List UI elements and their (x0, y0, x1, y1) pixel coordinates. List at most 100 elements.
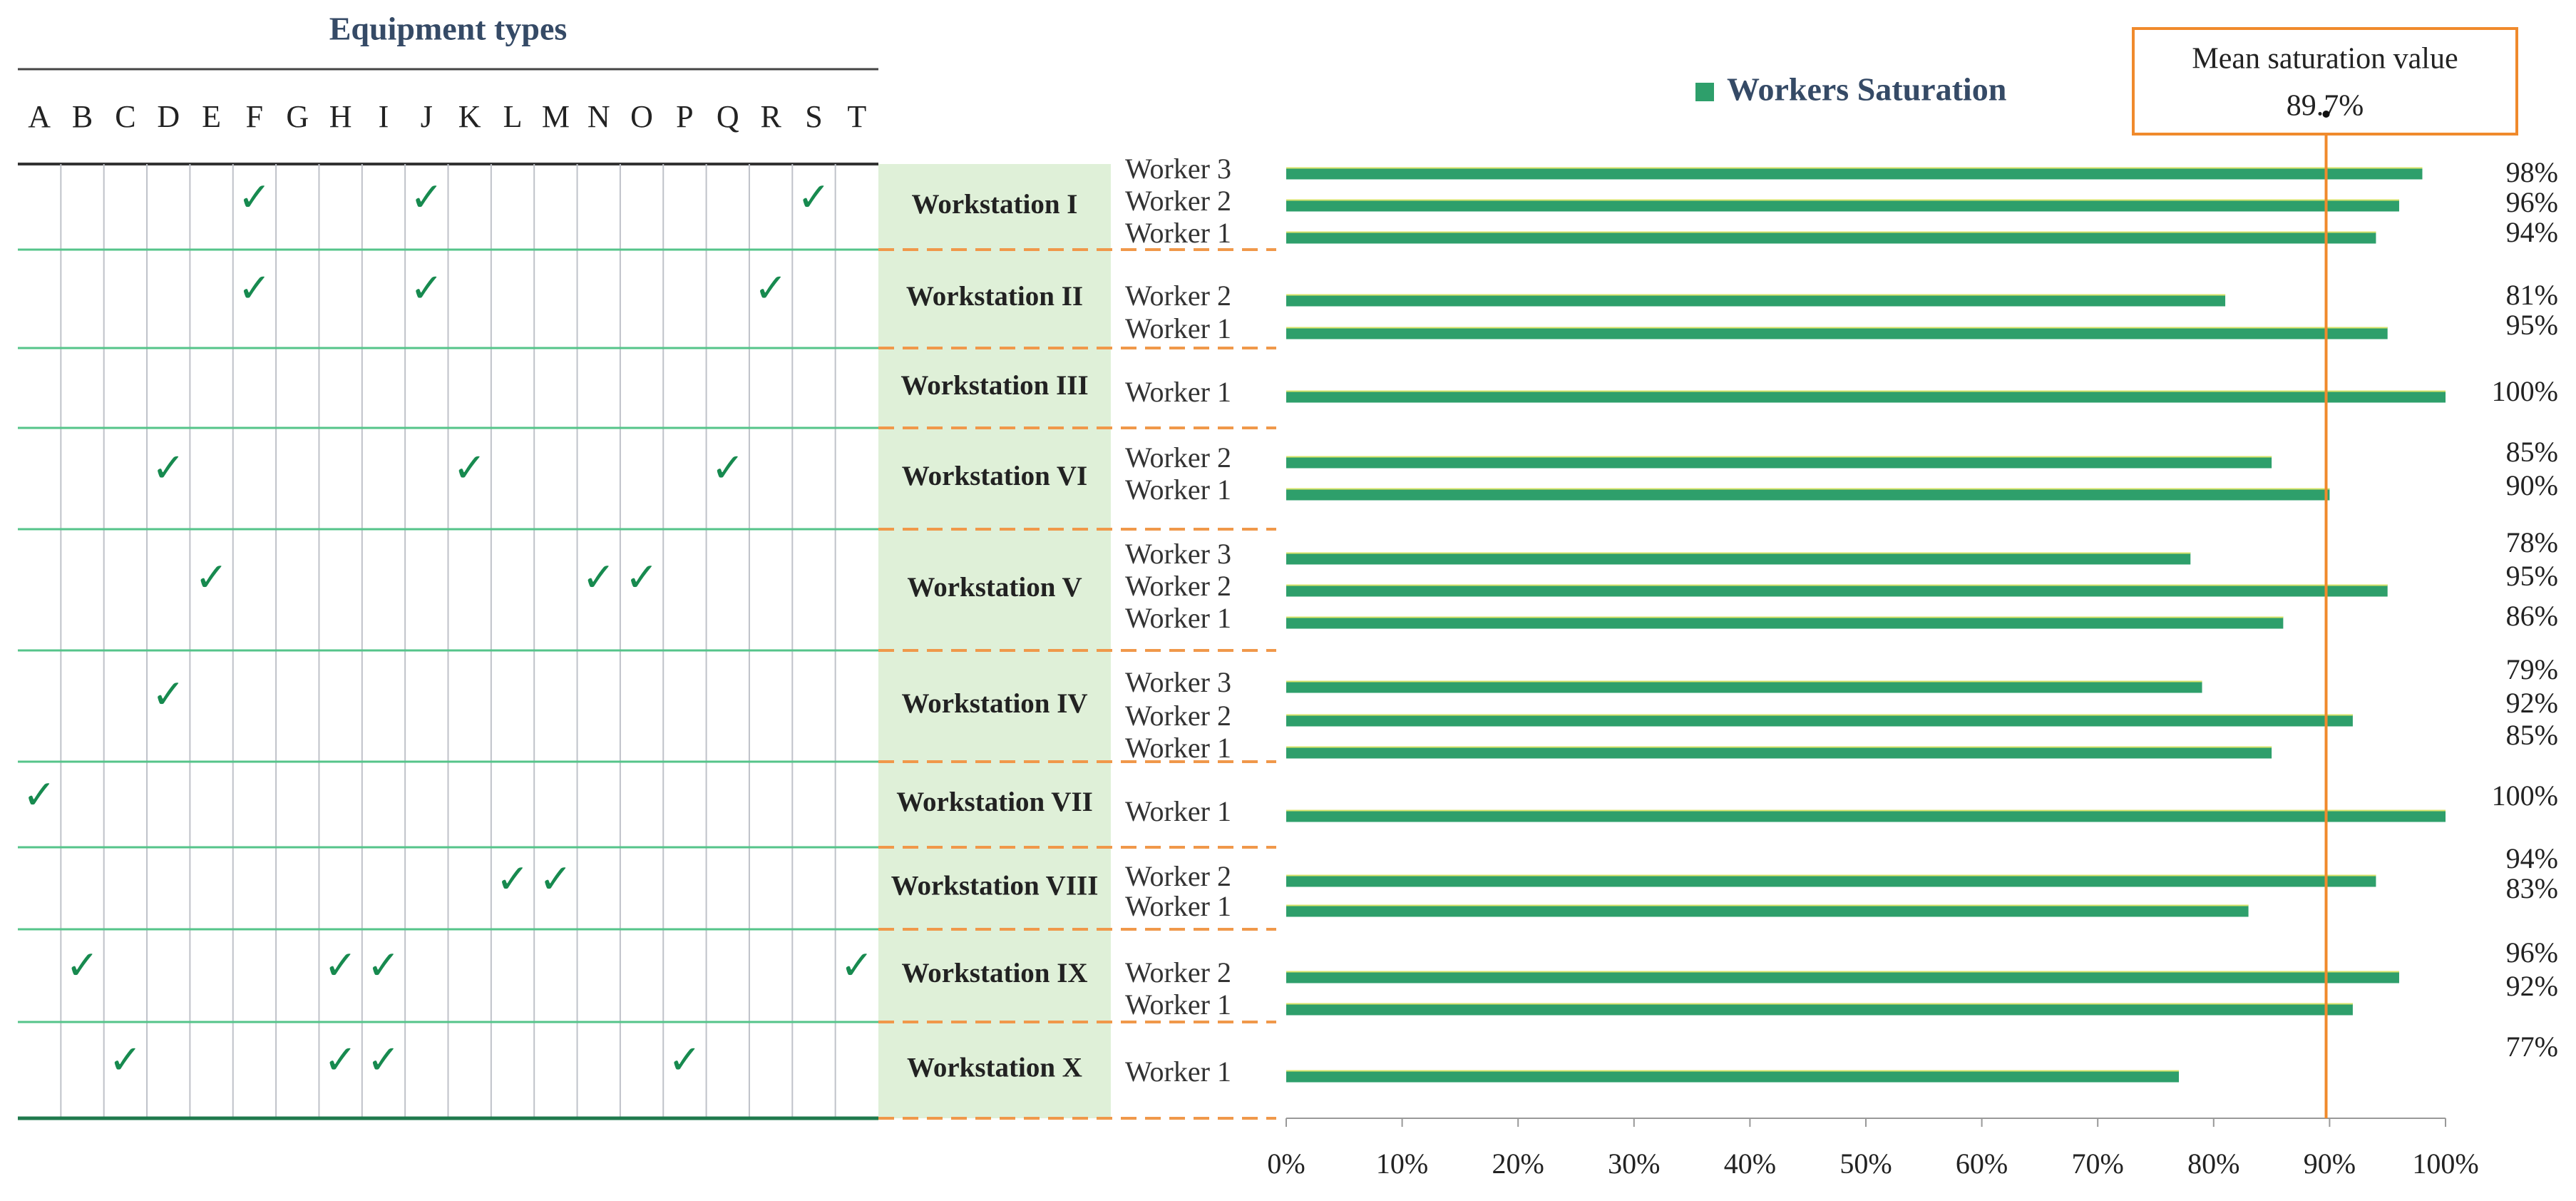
worker-label: Worker 2 (1125, 570, 1231, 602)
workstation-column-bg (878, 164, 1111, 1118)
bar-value-label: 95% (2506, 309, 2558, 341)
check-icon: ✓ (711, 445, 744, 491)
worker-label: Worker 1 (1125, 217, 1231, 249)
check-icon: ✓ (237, 265, 271, 312)
worker-label: Worker 1 (1125, 732, 1231, 764)
equipment-label-n: N (587, 99, 610, 134)
equipment-label-i: I (379, 99, 389, 134)
check-icon: ✓ (152, 672, 185, 718)
workstation-label: Workstation X (907, 1052, 1082, 1083)
saturation-bar (1286, 971, 2399, 983)
workstation-label: Workstation VIII (891, 870, 1099, 901)
workstation-label: Workstation VII (896, 787, 1093, 817)
check-icon: ✓ (195, 555, 228, 601)
check-icon: ✓ (410, 265, 443, 312)
check-icon: ✓ (152, 445, 185, 491)
saturation-bar (1286, 584, 2388, 597)
check-icon: ✓ (840, 943, 873, 989)
check-icon: ✓ (754, 265, 788, 312)
bar-value-label: 78% (2506, 526, 2558, 558)
equipment-label-t: T (847, 99, 866, 134)
check-icon: ✓ (582, 555, 615, 601)
check-icon: ✓ (237, 175, 271, 221)
equipment-label-b: B (72, 99, 93, 134)
equipment-label-j: J (421, 99, 433, 134)
saturation-bar (1286, 809, 2446, 822)
x-tick-label: 60% (1956, 1148, 2008, 1180)
saturation-bar (1286, 327, 2388, 339)
check-icon: ✓ (496, 856, 530, 902)
saturation-bar (1286, 714, 2353, 727)
saturation-bar (1286, 904, 2249, 917)
equipment-label-h: H (329, 99, 352, 134)
equipment-label-m: M (542, 99, 570, 134)
saturation-bar (1286, 874, 2376, 887)
worker-label: Worker 1 (1125, 890, 1231, 922)
check-icon: ✓ (367, 1037, 401, 1083)
equipment-label-q: Q (717, 99, 739, 134)
x-tick-label: 10% (1376, 1148, 1428, 1180)
saturation-bar (1286, 552, 2191, 565)
bar-value-label: 92% (2506, 687, 2558, 719)
workstation-label: Workstation I (912, 189, 1078, 220)
workstation-label: Workstation IX (901, 958, 1087, 988)
equipment-label-e: E (202, 99, 221, 134)
equipment-label-g: G (286, 99, 309, 134)
equipment-label-o: O (630, 99, 653, 134)
check-icon: ✓ (668, 1037, 702, 1083)
worker-label: Worker 1 (1125, 602, 1231, 634)
check-icon: ✓ (66, 943, 99, 989)
equipment-label-k: K (458, 99, 481, 134)
saturation-bar (1286, 1003, 2353, 1016)
bar-value-label: 79% (2506, 653, 2558, 685)
x-tick-label: 0% (1267, 1148, 1305, 1180)
x-tick-label: 90% (2304, 1148, 2356, 1180)
workstation-label: Workstation III (900, 370, 1088, 401)
worker-label: Worker 1 (1125, 795, 1231, 827)
mean-annotation-title: Mean saturation value (2192, 43, 2458, 76)
legend-label: Workers Saturation (1727, 71, 2006, 108)
bar-value-label: 90% (2506, 469, 2558, 501)
equipment-label-l: L (503, 99, 523, 134)
worker-label: Worker 3 (1125, 538, 1231, 570)
x-tick-label: 20% (1492, 1148, 1544, 1180)
equipment-label-d: D (157, 99, 180, 134)
saturation-bar (1286, 488, 2330, 501)
worker-label: Worker 3 (1125, 666, 1231, 698)
check-icon: ✓ (797, 175, 831, 221)
check-icon: ✓ (410, 175, 443, 221)
bar-value-label: 86% (2506, 600, 2558, 632)
bar-value-label: 95% (2506, 560, 2558, 592)
equipment-label-f: F (246, 99, 263, 134)
worker-label: Worker 2 (1125, 956, 1231, 988)
saturation-bar (1286, 390, 2446, 403)
bar-value-label: 77% (2506, 1031, 2558, 1063)
equipment-label-p: P (676, 99, 693, 134)
worker-label: Worker 1 (1125, 474, 1231, 506)
equipment-label-s: S (805, 99, 822, 134)
matrix-header: Equipment types (329, 11, 568, 47)
saturation-bar (1286, 746, 2272, 759)
bar-value-label: 100% (2492, 780, 2558, 812)
bar-value-label: 100% (2492, 375, 2558, 407)
legend-swatch (1695, 83, 1714, 101)
x-tick-label: 50% (1839, 1148, 1892, 1180)
mean-marker-dot (2322, 111, 2330, 118)
worker-label: Worker 2 (1125, 860, 1231, 892)
bar-value-label: 85% (2506, 719, 2558, 751)
check-icon: ✓ (453, 445, 486, 491)
bar-value-label: 94% (2506, 842, 2558, 874)
bar-value-label: 94% (2506, 216, 2558, 248)
saturation-bar (1286, 616, 2284, 629)
bar-value-label: 92% (2506, 970, 2558, 1002)
x-tick-label: 30% (1608, 1148, 1660, 1180)
x-tick-label: 80% (2187, 1148, 2239, 1180)
saturation-bar (1286, 294, 2226, 307)
worker-label: Worker 2 (1125, 441, 1231, 474)
bar-value-label: 98% (2506, 156, 2558, 188)
workstation-label: Workstation V (907, 572, 1082, 603)
bar-value-label: 83% (2506, 872, 2558, 904)
bar-value-label: 85% (2506, 436, 2558, 468)
